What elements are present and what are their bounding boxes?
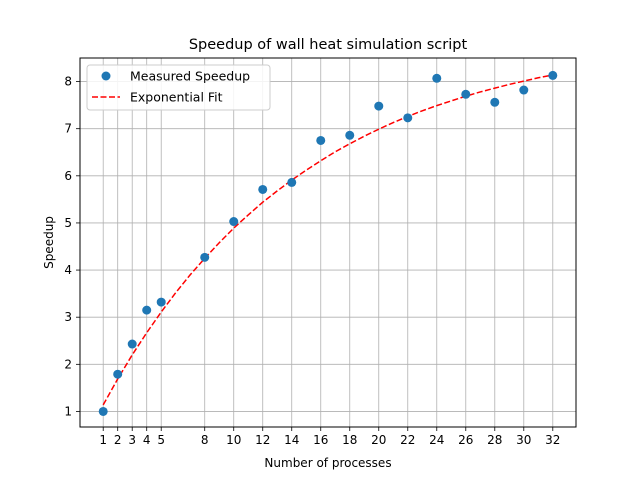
data-point	[156, 297, 166, 307]
x-tick-label: 14	[284, 433, 299, 447]
data-point	[98, 406, 108, 416]
points-layer	[98, 70, 558, 416]
chart-title: Speedup of wall heat simulation script	[189, 37, 468, 53]
y-tick-label: 8	[64, 75, 72, 89]
data-point	[113, 369, 123, 379]
data-point	[461, 89, 471, 99]
x-tick-label: 4	[143, 433, 151, 447]
x-tick-label: 24	[429, 433, 444, 447]
plot-frame	[79, 57, 577, 428]
legend-marker-measured	[101, 71, 111, 81]
x-tick-label: 3	[128, 433, 136, 447]
data-point	[548, 70, 558, 80]
x-tick-label: 20	[371, 433, 386, 447]
data-point	[142, 305, 152, 315]
x-tick-label: 8	[201, 433, 209, 447]
y-tick-label: 7	[64, 122, 72, 136]
y-tick-label: 1	[64, 404, 72, 418]
x-tick-label: 10	[226, 433, 241, 447]
y-tick-label: 5	[64, 216, 72, 230]
data-point	[258, 184, 268, 194]
y-tick-label: 4	[64, 263, 72, 277]
x-tick-label: 5	[157, 433, 165, 447]
x-tick-label: 2	[114, 433, 122, 447]
grid	[80, 58, 576, 427]
legend-box	[86, 64, 271, 111]
data-point	[403, 113, 413, 123]
data-point	[127, 339, 137, 349]
data-point	[490, 97, 500, 107]
x-axis-label: Number of processes	[264, 456, 391, 470]
x-tick-label: 16	[313, 433, 328, 447]
x-tick-label: 18	[342, 433, 357, 447]
x-tick-label: 28	[487, 433, 502, 447]
data-point	[374, 101, 384, 111]
fit-layer	[102, 74, 553, 406]
x-tick-label: 12	[255, 433, 270, 447]
data-point	[200, 252, 210, 262]
y-tick-label: 2	[64, 357, 72, 371]
legend: Measured Speedup Exponential Fit	[86, 64, 271, 111]
data-point	[345, 130, 355, 140]
y-tick-label: 3	[64, 310, 72, 324]
x-tick-label: 1	[99, 433, 107, 447]
data-point	[432, 73, 442, 83]
data-point	[287, 177, 297, 187]
legend-label-measured: Measured Speedup	[130, 69, 250, 84]
x-tick-label: 22	[400, 433, 415, 447]
fit-line	[102, 74, 553, 406]
x-tick-label: 26	[458, 433, 473, 447]
y-axis-label: Speedup	[42, 216, 56, 269]
x-tick-label: 30	[516, 433, 531, 447]
legend-label-fit: Exponential Fit	[130, 90, 223, 105]
data-point	[316, 135, 326, 145]
data-point	[519, 85, 529, 95]
y-tick-label: 6	[64, 169, 72, 183]
x-tick-label: 32	[545, 433, 560, 447]
data-point	[229, 217, 239, 227]
